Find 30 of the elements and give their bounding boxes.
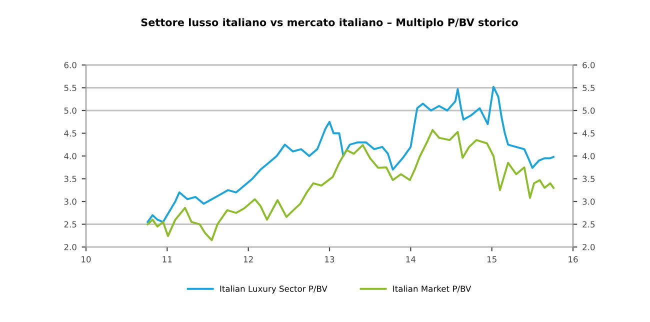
y2-tick-label: 5.0: [582, 107, 595, 114]
y-tick-label: 4.5: [64, 130, 76, 137]
chart-title: Settore lusso italiano vs mercato italiano – Multiplo P/BV storico: [141, 18, 518, 28]
line-series: [146, 86, 554, 223]
y-tick-label: 3.5: [64, 176, 76, 182]
y2-tick-label: 4.5: [582, 130, 595, 137]
y2-tick-label: 4.0: [582, 152, 595, 160]
y-tick-label: 6.0: [64, 62, 76, 68]
legend-label: Italian Luxury Sector P/BV: [220, 285, 328, 294]
y-tick-label: 4.0: [64, 152, 76, 160]
y2-tick-label: 2.0: [582, 244, 595, 250]
x-tick-label: 15: [487, 256, 496, 262]
y-tick-label: 5.5: [64, 84, 76, 92]
y2-tick-label: 5.5: [582, 84, 595, 92]
x-tick-label: 11: [162, 256, 172, 262]
y2-tick-label: 3.5: [582, 176, 595, 182]
x-tick-label: 13: [325, 256, 334, 262]
y2-tick-label: 3.0: [582, 198, 595, 205]
y-tick-label: 5.0: [64, 107, 76, 114]
x-tick-label: 10: [82, 256, 91, 262]
y2-tick-label: 6.0: [582, 62, 595, 68]
y-tick-label: 2.0: [64, 244, 76, 250]
x-tick-label: 14: [406, 256, 416, 262]
x-tick-label: 12: [244, 256, 253, 262]
y-tick-label: 3.0: [64, 198, 76, 205]
x-tick-label: 16: [568, 256, 578, 262]
legend-label: Italian Market P/BV: [393, 285, 472, 293]
y2-tick-label: 2.5: [582, 221, 595, 228]
line-series: [146, 129, 554, 242]
y-tick-label: 2.5: [64, 221, 76, 228]
